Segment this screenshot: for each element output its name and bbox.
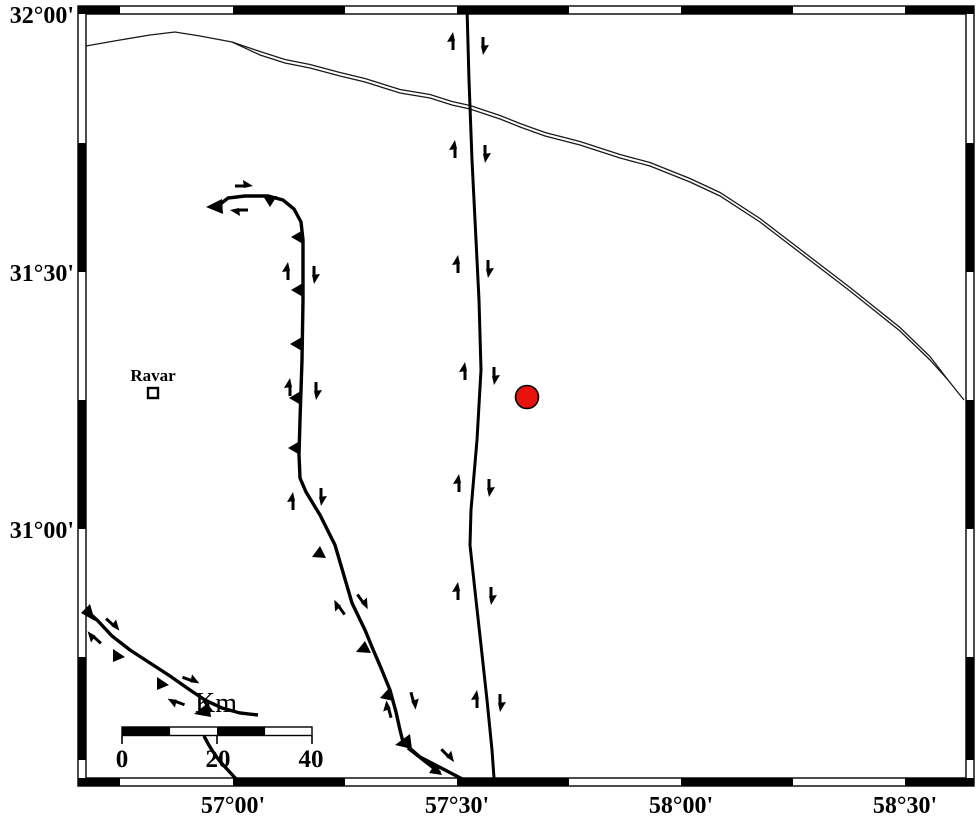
epicenter-marker	[514, 384, 540, 410]
town-square-marker	[146, 386, 160, 400]
place-label-ravar: Ravar	[130, 366, 176, 385]
scale-bar: Km 0 20 40	[116, 688, 324, 773]
fault-vertical	[465, 7, 496, 779]
scale-bar-tick-20: 20	[206, 746, 231, 773]
frame-right-segments	[966, 143, 974, 760]
x-axis-label-58-30: 58°30'	[873, 793, 937, 819]
axis-labels: 32°00' 31°30' 31°00' 57°00' 57°30' 58°00…	[10, 3, 937, 819]
x-axis-label-57-00: 57°00'	[201, 793, 265, 819]
fault-southwest	[84, 608, 259, 783]
y-axis-label-31-30: 31°30'	[10, 261, 74, 287]
x-axis-label-58-00: 58°00'	[649, 793, 713, 819]
scale-bar-tick-0: 0	[116, 746, 129, 773]
frame-left-segments	[78, 143, 86, 760]
frame-top-segments	[78, 6, 974, 14]
y-axis-label-31-00: 31°00'	[10, 518, 74, 544]
thrust-teeth	[81, 196, 442, 775]
frame-bottom-segments	[78, 778, 974, 786]
scale-bar-unit-label: Km	[195, 688, 237, 719]
road-line	[85, 31, 965, 401]
x-axis-label-57-30: 57°30'	[425, 793, 489, 819]
fault-hook-thrust	[216, 194, 471, 785]
scale-bar-tick-40: 40	[299, 746, 324, 773]
map-frame	[77, 5, 975, 787]
place-ravar: Ravar	[130, 366, 176, 400]
y-axis-label-32-00: 32°00'	[10, 3, 74, 29]
